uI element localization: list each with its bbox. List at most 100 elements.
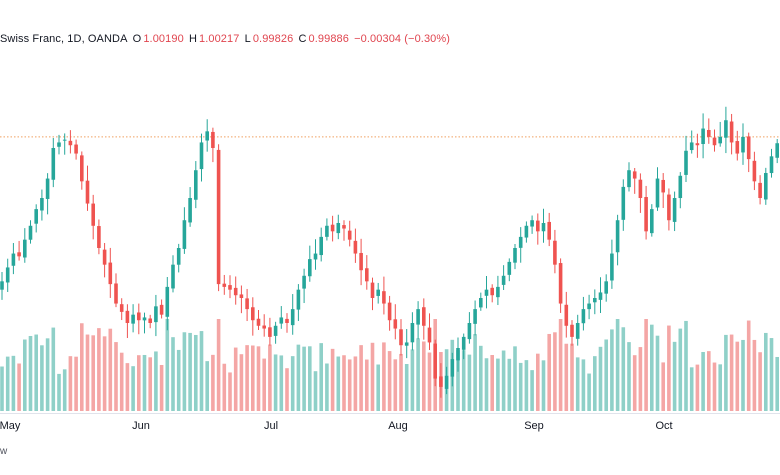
volume-bar bbox=[365, 359, 369, 411]
volume-bar bbox=[273, 354, 278, 411]
volume-bar bbox=[256, 346, 261, 411]
candle-up bbox=[764, 173, 768, 200]
volume-bar bbox=[758, 352, 762, 411]
candle-up bbox=[313, 253, 318, 260]
candle-down bbox=[74, 144, 78, 154]
volume-bar bbox=[85, 334, 90, 411]
volume-bar bbox=[650, 324, 654, 411]
candle-down bbox=[422, 307, 426, 326]
candle-up bbox=[456, 348, 460, 361]
candle-up bbox=[5, 267, 10, 283]
volume-bar bbox=[11, 355, 16, 411]
candle-up bbox=[376, 289, 380, 296]
volume-bar bbox=[142, 354, 147, 411]
volume-bar bbox=[119, 352, 124, 411]
candle-down bbox=[222, 283, 227, 287]
volume-bar bbox=[501, 350, 506, 411]
x-tick-oct: Oct bbox=[655, 420, 673, 432]
candle-down bbox=[536, 220, 540, 232]
volume-bar bbox=[228, 372, 232, 411]
volume-bar bbox=[342, 355, 346, 411]
candle-up bbox=[775, 143, 779, 158]
volume-bar bbox=[188, 332, 192, 411]
candle-down bbox=[262, 325, 266, 329]
volume-bar bbox=[387, 351, 392, 411]
volume-bar bbox=[570, 343, 574, 411]
candle-down bbox=[17, 252, 21, 257]
candle-up bbox=[182, 220, 187, 249]
volume-bar bbox=[621, 327, 626, 411]
candle-down bbox=[256, 318, 261, 326]
volume-bar bbox=[45, 338, 50, 411]
candle-down bbox=[330, 224, 335, 232]
candle-down bbox=[387, 302, 392, 321]
volume-bar bbox=[536, 353, 540, 411]
candle-down bbox=[752, 160, 757, 182]
candle-up bbox=[593, 298, 597, 303]
volume-bar bbox=[712, 362, 717, 411]
candle-down bbox=[735, 141, 740, 154]
volume-bar bbox=[598, 346, 603, 411]
candle-up bbox=[501, 275, 506, 285]
volume-bar bbox=[285, 368, 289, 411]
volume-bar bbox=[684, 320, 688, 411]
candle-up bbox=[176, 248, 181, 265]
volume-bar bbox=[325, 363, 329, 411]
candle-up bbox=[319, 236, 323, 256]
candle-up bbox=[507, 261, 512, 275]
volume-bar bbox=[137, 355, 141, 411]
candle-down bbox=[564, 304, 569, 326]
volume-bar bbox=[553, 332, 557, 411]
volume-bar bbox=[518, 362, 523, 411]
volume-bar bbox=[239, 354, 244, 411]
volume-bar bbox=[393, 359, 398, 411]
candle-down bbox=[245, 298, 249, 310]
candle-up bbox=[604, 281, 608, 294]
volume-bar bbox=[194, 334, 198, 411]
volume-bar bbox=[490, 355, 494, 411]
volume-bar bbox=[775, 356, 779, 411]
candle-up bbox=[701, 128, 705, 145]
candle-up bbox=[28, 225, 33, 240]
volume-bar bbox=[575, 357, 580, 411]
volume-bar bbox=[74, 356, 78, 411]
volume-bar bbox=[484, 358, 489, 411]
candle-up bbox=[279, 317, 284, 324]
candle-down bbox=[353, 240, 358, 254]
volume-bar bbox=[279, 355, 284, 411]
volume-bar bbox=[165, 319, 170, 411]
volume-bar bbox=[689, 367, 694, 411]
volume-bar bbox=[741, 339, 745, 411]
footer-watermark: w bbox=[0, 446, 8, 457]
candle-up bbox=[541, 223, 546, 232]
time-axis[interactable]: May Jun Jul Aug Sep Oct bbox=[0, 413, 780, 442]
candle-up bbox=[496, 286, 500, 298]
x-tick-aug: Aug bbox=[388, 420, 408, 432]
change-value: −0.00304 (−0.30%) bbox=[354, 33, 451, 45]
candle-up bbox=[142, 317, 147, 321]
volume-bar bbox=[541, 360, 546, 411]
candle-up bbox=[171, 264, 175, 289]
candle-down bbox=[399, 329, 403, 346]
candle-up bbox=[678, 175, 683, 199]
candle-down bbox=[80, 155, 84, 182]
volume-bar bbox=[296, 344, 301, 411]
candle-down bbox=[102, 249, 107, 265]
candle-up bbox=[650, 209, 654, 234]
volume-bar bbox=[159, 364, 164, 411]
volume-bar bbox=[467, 354, 472, 411]
candle-down bbox=[251, 307, 255, 321]
volume-bar bbox=[23, 339, 27, 411]
candle-down bbox=[707, 129, 711, 137]
volume-bar bbox=[319, 343, 323, 411]
volume-bar bbox=[17, 363, 21, 411]
candle-down bbox=[97, 226, 101, 248]
volume-bar bbox=[91, 335, 95, 411]
volume-bar bbox=[330, 348, 335, 411]
volume-bar bbox=[564, 343, 569, 411]
volume-bar bbox=[764, 332, 768, 411]
volume-bar bbox=[558, 319, 563, 411]
candle-down bbox=[285, 318, 289, 323]
